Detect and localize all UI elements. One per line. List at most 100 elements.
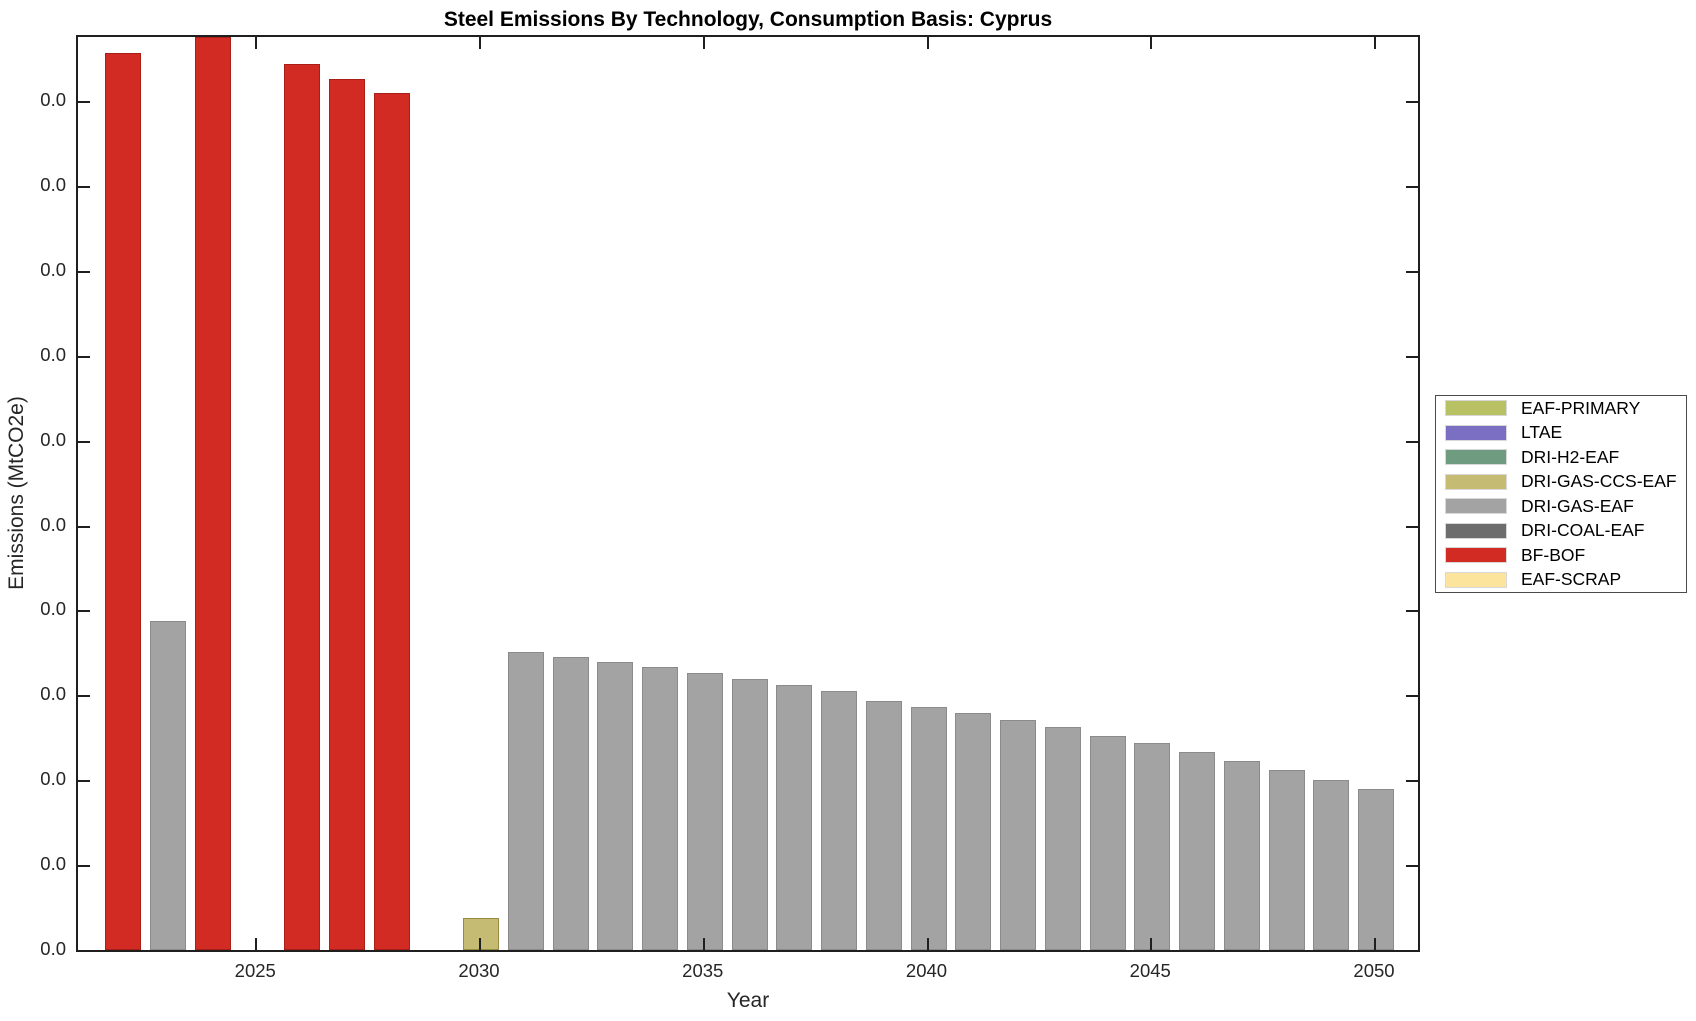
bar-2032-dri-gas-eaf — [552, 657, 589, 950]
legend-row-eaf-primary: EAF-PRIMARY — [1436, 396, 1686, 421]
x-tick-top-2040 — [926, 37, 929, 49]
bar-2045-dri-gas-eaf — [1134, 743, 1171, 950]
x-tick-label-2030: 2030 — [458, 960, 500, 981]
x-tick-top-2025 — [255, 37, 258, 49]
x-tick-top-2035 — [702, 37, 705, 49]
legend-row-dri-h2-eaf: DRI-H2-EAF — [1436, 445, 1686, 470]
bar-2050-dri-gas-eaf — [1358, 789, 1394, 950]
legend-label-dri-h2-eaf: DRI-H2-EAF — [1521, 446, 1620, 467]
x-tick-2035 — [702, 938, 705, 950]
bar-2033-dri-gas-eaf — [597, 662, 634, 950]
x-tick-2025 — [255, 938, 258, 950]
x-tick-top-2030 — [479, 37, 481, 49]
y-tick-right-7 — [1406, 355, 1418, 358]
legend-swatch-dri-gas-ccs-eaf — [1445, 473, 1507, 490]
legend-row-ltae: LTAE — [1436, 421, 1686, 446]
y-tick-label-10: 0.0 — [40, 89, 66, 110]
x-tick-2050 — [1374, 938, 1376, 950]
legend-swatch-eaf-scrap — [1445, 571, 1507, 588]
legend-box: EAF-PRIMARY LTAE DRI-H2-EAF DRI-GAS-CCS-EAF… — [1435, 395, 1687, 593]
y-tick-label-3: 0.0 — [40, 683, 66, 705]
y-tick-0 — [78, 950, 90, 952]
y-tick-right-0 — [1406, 950, 1418, 952]
bar-2048-dri-gas-eaf — [1268, 770, 1305, 950]
y-tick-label-8: 0.0 — [40, 258, 66, 280]
bar-2041-dri-gas-eaf — [955, 713, 992, 950]
y-tick-right-5 — [1406, 525, 1418, 528]
legend-row-dri-coal-eaf: DRI-COAL-EAF — [1436, 519, 1686, 544]
legend-label-dri-gas-eaf: DRI-GAS-EAF — [1521, 495, 1634, 516]
plot-area — [76, 35, 1420, 952]
bar-2030-dri-gas-ccs-eaf — [463, 918, 499, 950]
legend-label-dri-coal-eaf: DRI-COAL-EAF — [1521, 520, 1645, 541]
bar-2049-dri-gas-eaf — [1313, 780, 1350, 950]
y-tick-right-2 — [1406, 780, 1418, 783]
bar-2035-dri-gas-eaf — [686, 673, 723, 950]
bar-2022-bf-bof — [105, 53, 141, 950]
y-tick-right-9 — [1406, 185, 1418, 188]
y-tick-10 — [78, 101, 90, 103]
legend-swatch-dri-gas-eaf — [1445, 498, 1507, 515]
y-tick-9 — [78, 185, 90, 188]
x-tick-label-2045: 2045 — [1129, 960, 1171, 981]
y-tick-right-8 — [1406, 270, 1418, 273]
y-tick-8 — [78, 270, 90, 273]
y-tick-1 — [78, 865, 90, 868]
y-tick-label-0: 0.0 — [40, 938, 66, 959]
y-tick-7 — [78, 355, 90, 358]
x-tick-label-2040: 2040 — [905, 960, 948, 981]
bar-2042-dri-gas-eaf — [1000, 720, 1036, 950]
x-tick-2030 — [479, 938, 481, 950]
legend-swatch-ltae — [1445, 424, 1507, 441]
bar-2037-dri-gas-eaf — [776, 685, 813, 950]
legend-label-dri-gas-ccs-eaf: DRI-GAS-CCS-EAF — [1521, 471, 1677, 492]
legend-row-bf-bof: BF-BOF — [1436, 543, 1686, 568]
y-tick-4 — [78, 610, 90, 613]
x-tick-2045 — [1150, 938, 1153, 950]
y-tick-right-6 — [1406, 440, 1418, 443]
y-tick-right-3 — [1406, 695, 1418, 698]
x-tick-top-2050 — [1374, 37, 1376, 49]
y-tick-label-7: 0.0 — [40, 343, 66, 365]
bar-2027-bf-bof — [328, 79, 365, 950]
legend-label-bf-bof: BF-BOF — [1521, 544, 1586, 565]
y-tick-label-1: 0.0 — [40, 853, 66, 875]
legend-label-eaf-primary: EAF-PRIMARY — [1521, 397, 1641, 418]
legend-swatch-bf-bof — [1445, 547, 1507, 564]
legend-label-ltae: LTAE — [1521, 422, 1563, 443]
x-tick-label-2050: 2050 — [1353, 960, 1395, 981]
bar-2024-bf-bof — [194, 37, 231, 950]
y-axis-label: Emissions (MtCO2e) — [5, 396, 28, 590]
bar-2038-dri-gas-eaf — [821, 691, 857, 950]
x-tick-2040 — [926, 938, 929, 950]
bar-2047-dri-gas-eaf — [1223, 761, 1260, 950]
bar-2044-dri-gas-eaf — [1089, 736, 1126, 950]
legend-swatch-eaf-primary — [1445, 400, 1507, 417]
y-tick-label-4: 0.0 — [40, 598, 66, 620]
bar-2034-dri-gas-eaf — [642, 667, 678, 950]
y-tick-5 — [78, 525, 90, 528]
y-tick-3 — [78, 695, 90, 698]
bar-2040-dri-gas-eaf — [910, 707, 947, 950]
bar-2026-bf-bof — [284, 64, 320, 950]
bar-2028-bf-bof — [373, 93, 410, 950]
x-axis-label: Year — [726, 989, 770, 1012]
bar-2036-dri-gas-eaf — [731, 679, 768, 950]
chart-title: Steel Emissions By Technology, Consumpti… — [443, 8, 1053, 31]
y-tick-6 — [78, 440, 90, 443]
y-tick-label-6: 0.0 — [40, 428, 66, 450]
x-tick-label-2025: 2025 — [234, 960, 276, 981]
bar-2031-dri-gas-eaf — [507, 652, 544, 950]
legend-row-eaf-scrap: EAF-SCRAP — [1436, 568, 1686, 593]
x-tick-label-2035: 2035 — [682, 960, 724, 981]
bar-2043-dri-gas-eaf — [1044, 727, 1081, 950]
y-tick-label-5: 0.0 — [40, 513, 66, 535]
legend-row-dri-gas-ccs-eaf: DRI-GAS-CCS-EAF — [1436, 470, 1686, 495]
y-tick-label-9: 0.0 — [40, 173, 66, 195]
bar-2023-dri-gas-eaf — [149, 621, 186, 950]
x-tick-top-2045 — [1150, 37, 1153, 49]
bar-2046-dri-gas-eaf — [1179, 752, 1215, 950]
legend-row-dri-gas-eaf: DRI-GAS-EAF — [1436, 494, 1686, 519]
legend-label-eaf-scrap: EAF-SCRAP — [1521, 569, 1622, 590]
